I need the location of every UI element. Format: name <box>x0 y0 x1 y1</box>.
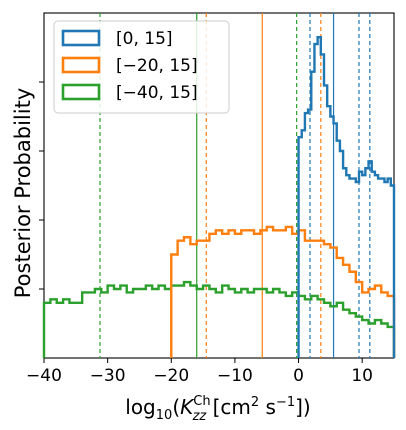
legend-label-1: [−20, 15] <box>116 56 198 76</box>
x-label-k: K <box>180 395 195 419</box>
x-label-s: s <box>259 395 276 419</box>
x-tick-label: 0 <box>293 366 304 386</box>
x-tick-label: −20 <box>153 366 189 386</box>
x-tick-label: −10 <box>217 366 253 386</box>
x-label-sq: 2 <box>251 395 259 410</box>
legend-swatch-1 <box>61 56 101 74</box>
y-axis-ticks <box>39 81 44 290</box>
x-tick-label: −40 <box>26 366 62 386</box>
y-axis-label: Posterior Probability <box>11 88 35 299</box>
histogram-1 <box>170 225 396 358</box>
x-tick-label: −30 <box>90 366 126 386</box>
x-axis-label: log10(KCh zz [cm2 s−1]) <box>125 394 310 424</box>
legend: [0, 15] [−20, 15] [−40, 15] <box>53 20 230 114</box>
x-axis-ticks: −40 −30 −20 −10 0 10 <box>26 358 373 386</box>
legend-swatch-0 <box>61 29 101 47</box>
x-label-neg1: −1 <box>276 395 295 410</box>
legend-label-2: [−40, 15] <box>116 83 198 103</box>
histogram-0 <box>297 35 396 358</box>
x-label-log-base: 10 <box>156 408 173 423</box>
x-tick-label: 10 <box>351 366 373 386</box>
histogram-series <box>42 35 396 358</box>
legend-swatch-2 <box>61 83 101 101</box>
x-label-log: log <box>125 395 156 419</box>
x-label-close: ]) <box>295 395 311 419</box>
x-label-k-sub: zz <box>192 409 208 424</box>
histogram-2 <box>42 280 396 358</box>
legend-label-0: [0, 15] <box>116 29 173 49</box>
x-label-units: [cm <box>206 395 251 419</box>
x-label-k-sup: Ch <box>193 394 210 409</box>
